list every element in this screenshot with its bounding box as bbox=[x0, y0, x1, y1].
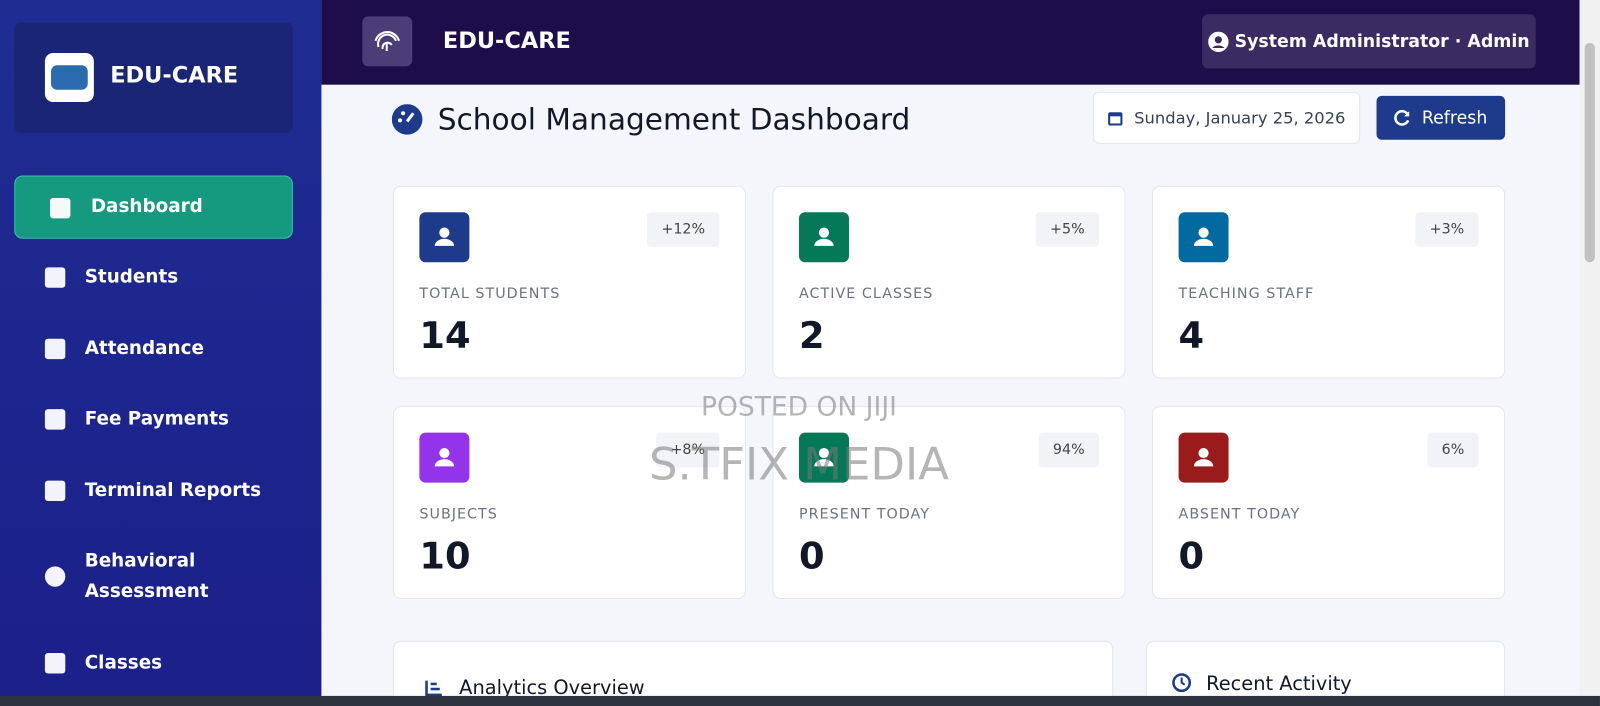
nav-label: Fee Payments bbox=[84, 408, 229, 430]
nav-item[interactable]: Behavioral Assessment bbox=[14, 530, 293, 624]
nav-item[interactable]: Attendance bbox=[14, 317, 293, 380]
card-label: ABSENT TODAY bbox=[1178, 506, 1301, 523]
nav-item[interactable]: Classes bbox=[14, 632, 293, 695]
date-box: Sunday, January 25, 2026 bbox=[1092, 91, 1361, 144]
logo bbox=[44, 53, 94, 103]
nav-label: Attendance bbox=[84, 337, 204, 360]
nav-icon bbox=[44, 267, 66, 288]
activity-panel: Recent Activity bbox=[1145, 640, 1506, 706]
refresh-button[interactable]: Refresh bbox=[1376, 95, 1506, 140]
analytics-panel: Analytics Overview bbox=[392, 640, 1114, 706]
sidebar: EDU-CARE Dashboard Students Attendance Fee … bbox=[0, 0, 322, 706]
card-value: 10 bbox=[419, 535, 471, 578]
card-change: 6% bbox=[1427, 432, 1479, 468]
card-icon bbox=[798, 432, 849, 483]
card-value: 14 bbox=[419, 315, 471, 358]
user-name: System Administrator · Admin bbox=[1234, 31, 1530, 52]
nav-item[interactable]: Dashboard bbox=[14, 175, 293, 239]
stat-card: 94% PRESENT TODAY 0 bbox=[772, 406, 1126, 599]
stat-card: +5% ACTIVE CLASSES 2 bbox=[772, 185, 1126, 379]
card-icon bbox=[419, 432, 470, 483]
stat-card: +3% TEACHING STAFF 4 bbox=[1152, 185, 1506, 379]
brand-box: EDU-CARE bbox=[14, 22, 293, 133]
nav-item[interactable]: Fee Payments bbox=[14, 388, 293, 451]
card-change: +3% bbox=[1415, 212, 1479, 247]
card-value: 0 bbox=[798, 535, 825, 578]
nav-icon bbox=[44, 338, 66, 360]
card-label: PRESENT TODAY bbox=[798, 506, 930, 523]
nav-label: Classes bbox=[84, 652, 163, 674]
nav-label: Students bbox=[84, 266, 179, 288]
nav-icon bbox=[44, 409, 66, 430]
card-change: +12% bbox=[647, 212, 720, 247]
nav-icon bbox=[44, 653, 66, 674]
card-icon bbox=[419, 212, 470, 263]
nav-item[interactable]: Students bbox=[14, 246, 293, 309]
card-value: 4 bbox=[1178, 315, 1205, 358]
card-label: TEACHING STAFF bbox=[1178, 285, 1315, 303]
card-icon bbox=[798, 212, 849, 263]
refresh-label: Refresh bbox=[1421, 107, 1488, 129]
card-value: 0 bbox=[1178, 535, 1205, 578]
scrollbar[interactable] bbox=[1579, 0, 1600, 706]
card-label: TOTAL STUDENTS bbox=[419, 285, 561, 303]
nav-icon bbox=[44, 566, 66, 587]
topbar: EDU-CARE System Administrator · Admin bbox=[321, 0, 1580, 85]
brand: EDU-CARE bbox=[110, 63, 239, 89]
panel-title: Recent Activity bbox=[1206, 672, 1352, 695]
page-title: School Management Dashboard bbox=[437, 102, 911, 137]
nav-icon bbox=[44, 480, 66, 502]
stat-card: +12% TOTAL STUDENTS 14 bbox=[392, 185, 746, 379]
topbar-brand: EDU-CARE bbox=[442, 28, 571, 55]
stat-card: +8% SUBJECTS 10 bbox=[392, 406, 746, 599]
stat-card: 6% ABSENT TODAY 0 bbox=[1152, 406, 1506, 599]
date: Sunday, January 25, 2026 bbox=[1134, 108, 1346, 128]
card-change: 94% bbox=[1038, 432, 1099, 468]
panel-title: Analytics Overview bbox=[459, 676, 645, 699]
nav-label: Dashboard bbox=[90, 195, 203, 218]
title-icon bbox=[391, 104, 423, 135]
card-label: SUBJECTS bbox=[419, 506, 498, 523]
card-icon bbox=[1178, 432, 1229, 483]
user-menu[interactable]: System Administrator · Admin bbox=[1202, 14, 1536, 69]
nav-label: Behavioral Assessment bbox=[84, 549, 209, 603]
card-icon bbox=[1178, 212, 1229, 263]
card-change: +8% bbox=[656, 432, 720, 468]
window-edge bbox=[0, 695, 1600, 706]
logo-icon bbox=[362, 16, 413, 67]
nav-label: Terminal Reports bbox=[84, 479, 262, 502]
nav-item[interactable]: Terminal Reports bbox=[14, 459, 293, 522]
nav-icon bbox=[49, 197, 71, 219]
card-change: +5% bbox=[1035, 212, 1099, 247]
card-label: ACTIVE CLASSES bbox=[798, 285, 934, 303]
card-value: 2 bbox=[798, 315, 825, 358]
